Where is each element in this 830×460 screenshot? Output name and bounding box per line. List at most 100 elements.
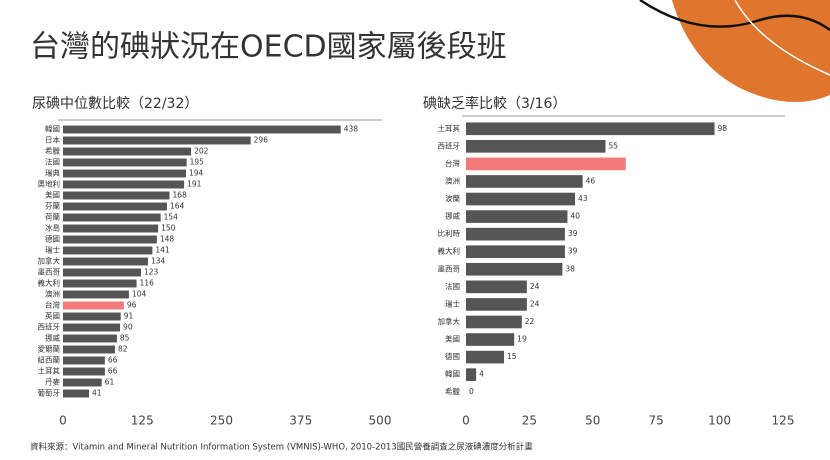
bar [63,378,102,387]
category-label: 墨西哥 [438,264,461,273]
category-label: 加拿大 [38,256,61,266]
bar [63,301,124,310]
bar [63,290,129,299]
value-label: 46 [586,176,596,185]
category-label: 冰島 [45,223,60,233]
category-label: 西班牙 [438,140,461,150]
category-label: 澳洲 [45,289,60,299]
category-label: 土耳其 [438,123,461,133]
value-label: 134 [151,257,166,266]
x-tick-label: 125 [772,414,795,428]
bar [466,298,527,311]
category-label: 瑞士 [445,298,460,308]
category-label: 西班牙 [38,322,61,332]
value-label: 24 [530,282,540,291]
value-label: 38 [565,264,575,273]
bar [63,345,115,354]
value-label: 22 [525,317,535,326]
category-label: 比利時 [438,228,461,238]
x-tick-label: 250 [210,414,233,428]
source-note: 資料來源：Vitamin and Mineral Nutrition Infor… [30,442,533,453]
value-label: 90 [123,323,133,332]
value-label: 104 [132,290,147,299]
value-label: 98 [718,124,728,133]
category-label: 紐西蘭 [38,355,61,365]
bar [63,389,89,398]
value-label: 141 [155,246,170,255]
bar [63,268,141,277]
value-label: 123 [144,268,159,277]
x-tick-label: 25 [522,414,537,428]
bar [63,312,121,321]
bar [63,191,170,200]
category-label: 義大利 [438,246,461,256]
decor-shape [672,0,830,103]
category-label: 德國 [45,234,60,244]
value-label: 91 [124,312,134,321]
bar [63,356,105,365]
bar [466,175,583,188]
x-tick-label: 0 [462,414,470,428]
bar [63,136,251,145]
bar [63,169,186,178]
category-label: 韓國 [45,124,60,134]
category-label: 墨西哥 [38,268,61,277]
bar [63,158,187,167]
bar [63,334,117,343]
category-label: 韓國 [445,369,460,379]
bar [466,192,576,206]
x-tick-label: 375 [289,414,312,428]
value-label: 39 [568,247,578,256]
bar [466,122,715,136]
bar [466,157,626,171]
bar [466,227,565,241]
category-label: 愛爾蘭 [38,344,61,354]
value-label: 66 [108,356,118,365]
value-label: 82 [118,345,128,354]
category-label: 法國 [45,157,60,167]
bar [466,280,527,294]
value-label: 116 [140,279,155,288]
x-tick-label: 0 [59,414,67,428]
value-label: 195 [190,158,205,167]
bar [466,210,568,223]
bar [63,202,167,211]
category-label: 瑞士 [45,245,60,255]
value-label: 202 [194,147,209,156]
category-label: 美國 [45,190,60,200]
value-label: 194 [189,169,204,178]
value-label: 66 [108,367,118,376]
value-label: 0 [469,387,474,396]
category-label: 希臘 [445,386,460,396]
bar [466,368,477,381]
value-label: 164 [170,202,185,211]
value-label: 96 [127,301,137,310]
category-label: 丹麥 [45,377,60,387]
value-label: 55 [608,141,618,150]
bar [63,125,341,134]
bar [63,235,157,244]
category-label: 義大利 [38,278,61,288]
category-label: 荷蘭 [45,212,60,222]
value-label: 19 [517,335,527,344]
bar [466,350,505,364]
bar [466,333,515,346]
category-label: 挪威 [45,333,60,343]
bar [63,323,121,332]
value-label: 43 [578,194,588,203]
value-label: 40 [570,212,580,221]
x-tick-label: 75 [649,414,664,428]
x-tick-label: 50 [585,414,600,428]
x-tick-label: 125 [131,414,154,428]
decor-line [639,0,830,32]
value-label: 15 [507,352,517,361]
bar [63,213,161,222]
bar [63,367,105,376]
value-label: 438 [344,125,359,134]
value-label: 4 [479,370,484,379]
slide-title: 台灣的碘狀況在OECD國家屬後段班 [30,30,507,65]
decor-line [734,0,830,76]
value-label: 150 [161,224,176,233]
